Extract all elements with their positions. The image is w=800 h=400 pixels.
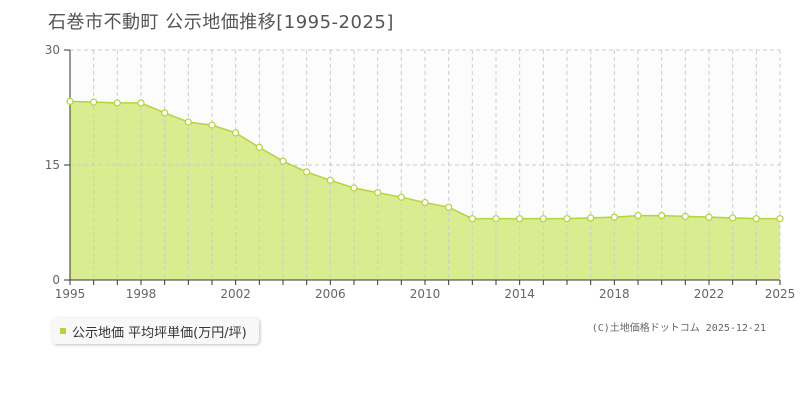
legend-swatch bbox=[60, 328, 66, 334]
data-point-2004 bbox=[279, 157, 287, 165]
copyright-credit: (C)土地価格ドットコム 2025-12-21 bbox=[591, 323, 766, 334]
data-point-2009 bbox=[397, 193, 405, 201]
data-point-1995 bbox=[66, 97, 74, 105]
data-point-2025 bbox=[776, 215, 784, 223]
data-point-2019 bbox=[634, 212, 642, 220]
data-point-2005 bbox=[303, 168, 311, 176]
data-point-2015 bbox=[539, 215, 547, 223]
data-point-1996 bbox=[90, 98, 98, 106]
data-point-2018 bbox=[610, 213, 618, 221]
y-tick-label: 0 bbox=[52, 273, 60, 287]
data-point-2003 bbox=[255, 143, 263, 151]
x-tick-label: 2025 bbox=[765, 287, 796, 301]
data-point-2016 bbox=[563, 215, 571, 223]
data-point-2011 bbox=[445, 203, 453, 211]
data-point-2014 bbox=[516, 215, 524, 223]
data-point-2006 bbox=[326, 176, 334, 184]
data-point-2008 bbox=[374, 189, 382, 197]
x-tick-label: 2022 bbox=[694, 287, 725, 301]
x-tick-label: 1998 bbox=[126, 287, 157, 301]
data-point-2022 bbox=[705, 213, 713, 221]
x-tick-label: 2014 bbox=[504, 287, 535, 301]
data-point-2024 bbox=[752, 215, 760, 223]
data-point-2012 bbox=[468, 215, 476, 223]
legend-label: 公示地価 平均坪単価(万円/坪) bbox=[72, 325, 247, 341]
y-tick-label: 15 bbox=[45, 158, 60, 172]
data-point-1999 bbox=[161, 109, 169, 117]
data-point-2021 bbox=[681, 212, 689, 220]
data-point-2002 bbox=[232, 129, 240, 137]
x-tick-label: 2010 bbox=[410, 287, 441, 301]
x-tick-label: 2018 bbox=[599, 287, 630, 301]
x-tick-label: 1995 bbox=[55, 287, 86, 301]
chart-legend: 公示地価 平均坪単価(万円/坪) bbox=[52, 318, 259, 344]
y-tick-label: 30 bbox=[45, 43, 60, 57]
data-point-2000 bbox=[184, 118, 192, 126]
data-point-2017 bbox=[587, 214, 595, 222]
data-point-2013 bbox=[492, 215, 500, 223]
x-tick-label: 2006 bbox=[315, 287, 346, 301]
data-point-2001 bbox=[208, 121, 216, 129]
data-point-2010 bbox=[421, 198, 429, 207]
x-tick-label: 2002 bbox=[220, 287, 251, 301]
data-point-2023 bbox=[729, 214, 737, 222]
chart-title: 石巻市不動町 公示地価推移[1995-2025] bbox=[48, 12, 394, 33]
data-point-2020 bbox=[658, 212, 666, 220]
price-area bbox=[70, 101, 780, 280]
data-point-1998 bbox=[137, 99, 145, 107]
data-point-2007 bbox=[350, 184, 358, 192]
data-point-1997 bbox=[113, 99, 121, 107]
